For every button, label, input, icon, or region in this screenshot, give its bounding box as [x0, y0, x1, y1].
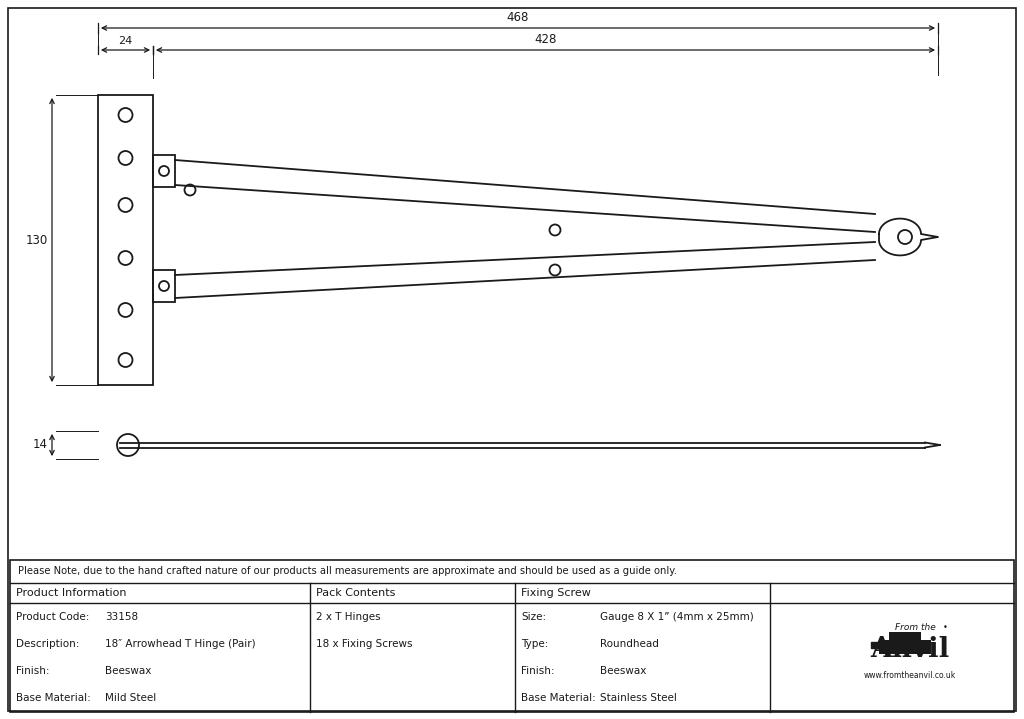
Text: Size:: Size: — [521, 612, 546, 622]
Text: 130: 130 — [26, 234, 48, 247]
Polygon shape — [871, 641, 879, 648]
Text: 18 x Fixing Screws: 18 x Fixing Screws — [316, 639, 413, 649]
Text: Anvil: Anvil — [870, 636, 949, 663]
Text: www.fromtheanvil.co.uk: www.fromtheanvil.co.uk — [864, 671, 956, 680]
Text: Stainless Steel: Stainless Steel — [600, 693, 677, 703]
Text: •: • — [942, 623, 947, 631]
Text: Mild Steel: Mild Steel — [105, 693, 157, 703]
Text: 33158: 33158 — [105, 612, 138, 622]
Text: 428: 428 — [535, 33, 557, 46]
Bar — [153, 155, 175, 187]
Text: Please Note, due to the hand crafted nature of our products all measurements are: Please Note, due to the hand crafted nat… — [18, 567, 677, 577]
Bar — [153, 270, 175, 302]
Text: 468: 468 — [507, 11, 529, 24]
Bar — [98, 95, 153, 385]
Text: Pack Contents: Pack Contents — [316, 588, 395, 598]
Bar — [879, 639, 931, 654]
Text: 14: 14 — [33, 439, 48, 452]
Text: Finish:: Finish: — [521, 666, 555, 676]
Bar — [889, 631, 921, 639]
Text: Beeswax: Beeswax — [105, 666, 152, 676]
Bar — [10, 560, 1014, 712]
Text: Product Code:: Product Code: — [16, 612, 89, 622]
Text: Fixing Screw: Fixing Screw — [521, 588, 591, 598]
Text: Roundhead: Roundhead — [600, 639, 658, 649]
Text: Finish:: Finish: — [16, 666, 49, 676]
Text: Gauge 8 X 1” (4mm x 25mm): Gauge 8 X 1” (4mm x 25mm) — [600, 612, 754, 622]
Text: 18″ Arrowhead T Hinge (Pair): 18″ Arrowhead T Hinge (Pair) — [105, 639, 256, 649]
Text: 2 x T Hinges: 2 x T Hinges — [316, 612, 381, 622]
Text: Product Information: Product Information — [16, 588, 127, 598]
Text: Beeswax: Beeswax — [600, 666, 646, 676]
Text: Description:: Description: — [16, 639, 80, 649]
Text: Type:: Type: — [521, 639, 549, 649]
Text: Base Material:: Base Material: — [521, 693, 596, 703]
Text: Base Material:: Base Material: — [16, 693, 91, 703]
Text: 24: 24 — [119, 36, 133, 46]
Text: From the: From the — [895, 623, 935, 631]
